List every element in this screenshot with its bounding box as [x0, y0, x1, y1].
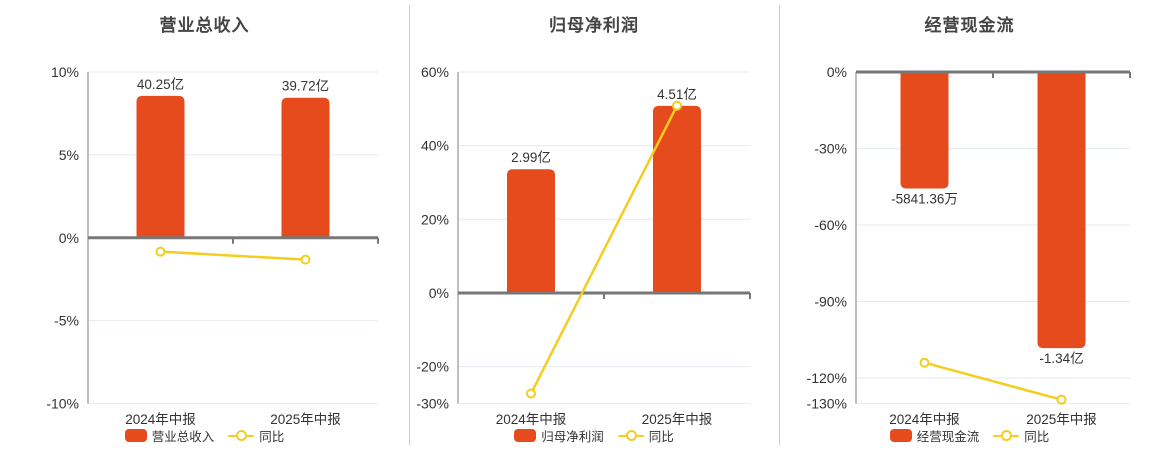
net-profit-chart-canvas: 60% 40% 20% 0% -20% -30% 2.99亿 4.51亿 [416, 64, 751, 412]
bar-2025[interactable] [653, 105, 701, 294]
legend-item-yoy-series[interactable]: 同比 [617, 426, 674, 445]
legend-bar-label: 归母净利润 [541, 430, 604, 444]
legend-yoy-label: 同比 [259, 430, 285, 444]
legend-operating-cash-flow: 经营现金流 同比 [779, 426, 1160, 445]
y-axis-tick-label: 60% [421, 64, 449, 80]
yoy-line [924, 361, 1062, 401]
y-axis-tick-label: -20% [416, 359, 449, 375]
bar-value-label: -1.34亿 [1039, 351, 1083, 366]
bar-swatch-icon [514, 429, 537, 442]
panel-divider [778, 5, 780, 445]
bar-2024[interactable] [136, 95, 185, 238]
x-axis-label-2024: 2024年中报 [495, 412, 567, 427]
y-axis-tick-label: -60% [814, 217, 847, 233]
x-axis-label-2025: 2025年中报 [270, 412, 341, 427]
total-revenue-chart-canvas: 10% 5% 0% -5% -10% 40.25亿 39.72亿 [46, 64, 379, 412]
y-axis-tick-label: -10% [46, 396, 79, 412]
yoy-marker-2024[interactable] [919, 357, 930, 368]
bar-2025[interactable] [1037, 72, 1086, 349]
y-axis-tick-label: 5% [59, 147, 79, 163]
yoy-marker-2025[interactable] [300, 254, 311, 265]
bar-2024[interactable] [900, 72, 949, 189]
legend-item-bar-series[interactable]: 营业总收入 [124, 426, 215, 445]
y-axis-tick-label: 0% [429, 285, 449, 301]
legend-item-bar-series[interactable]: 归母净利润 [514, 426, 604, 445]
bar-value-label: 2.99亿 [511, 150, 551, 165]
yoy-line [529, 105, 679, 395]
x-axis-label-2025: 2025年中报 [641, 412, 713, 427]
line-marker-icon [993, 430, 1020, 441]
legend-bar-label: 营业总收入 [151, 430, 215, 444]
legend-item-bar-series[interactable]: 经营现金流 [889, 426, 980, 445]
x-axis-label-2024: 2024年中报 [125, 412, 196, 427]
y-axis-tick-label: 40% [421, 138, 449, 154]
legend-yoy-label: 同比 [648, 430, 674, 444]
x-axis-label-2024: 2024年中报 [889, 412, 960, 427]
bar-2024[interactable] [507, 169, 555, 293]
legend-total-revenue: 营业总收入 同比 [0, 426, 409, 445]
bar-swatch-icon [124, 429, 147, 442]
legend-item-yoy-series[interactable]: 同比 [228, 426, 284, 445]
bar-swatch-icon [889, 429, 912, 442]
x-axis-label-2025: 2025年中报 [1026, 412, 1097, 427]
legend-net-profit: 归母净利润 同比 [409, 426, 779, 445]
y-axis-tick-label: -30% [416, 396, 449, 412]
chart-title-net-profit: 归母净利润 [549, 16, 639, 35]
bar-2025[interactable] [281, 97, 330, 238]
yoy-line [160, 250, 306, 261]
y-axis-tick-label: -130% [807, 396, 847, 412]
bar-value-label: 4.51亿 [657, 87, 697, 102]
y-axis-tick-label: -90% [814, 294, 847, 310]
chart-panel-operating-cash-flow: 经营现金流 0% -30% -60% -90% -120% -130% -5841.36万 -… [779, 0, 1160, 450]
y-axis-tick-label: 10% [51, 64, 79, 80]
yoy-marker-2024[interactable] [155, 246, 166, 257]
bar-value-label: 39.72亿 [282, 79, 329, 94]
bar-value-label: 40.25亿 [137, 77, 184, 92]
panel-divider [408, 5, 410, 445]
yoy-marker-2025[interactable] [1056, 394, 1067, 405]
bar-value-label: -5841.36万 [891, 192, 958, 207]
y-axis-tick-label: 0% [59, 230, 79, 246]
y-axis-tick-label: -5% [54, 313, 79, 329]
chart-title-total-revenue: 营业总收入 [159, 16, 250, 35]
chart-title-operating-cash-flow: 经营现金流 [924, 16, 1015, 35]
chart-panel-net-profit: 归母净利润 60% 40% 20% 0% -20% -30% 2.99亿 4.51亿 2024… [409, 0, 779, 450]
y-axis-tick-label: -120% [807, 370, 847, 386]
yoy-marker-2024[interactable] [526, 388, 536, 399]
y-axis-tick-label: -30% [814, 141, 847, 157]
chart-panel-total-revenue: 营业总收入 10% 5% 0% -5% -10% 40.25亿 39.72亿 2024年中报… [0, 0, 409, 450]
y-axis-tick-label: 0% [827, 64, 847, 80]
y-axis-tick-label: 20% [421, 211, 449, 227]
legend-bar-label: 经营现金流 [916, 430, 980, 444]
yoy-marker-2025[interactable] [672, 100, 682, 111]
line-marker-icon [228, 430, 255, 441]
operating-cash-flow-chart-canvas: 0% -30% -60% -90% -120% -130% -5841.36万 -1.34亿 [807, 64, 1131, 412]
legend-item-yoy-series[interactable]: 同比 [993, 426, 1049, 445]
legend-yoy-label: 同比 [1024, 430, 1050, 444]
line-marker-icon [617, 430, 644, 441]
